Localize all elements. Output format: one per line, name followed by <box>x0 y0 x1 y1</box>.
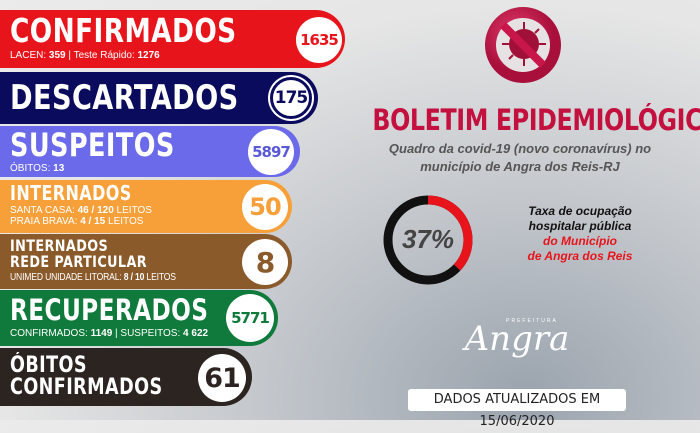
confirmados-card: CONFIRMADOS LACEN: 359 | Teste Rápido: 1… <box>0 10 345 68</box>
suspeitos-title: SUSPEITOS <box>10 126 175 164</box>
confirmados-title: CONFIRMADOS <box>10 11 237 50</box>
recuperados-breakdown: CONFIRMADOS: 1149 | SUSPEITOS: 4 622 <box>10 328 209 339</box>
occupancy-percent: 37% <box>401 224 455 254</box>
prefeitura-angra-logo: PREFEITURA Angra <box>464 318 570 359</box>
obitos-title-2: CONFIRMADOS <box>10 375 163 400</box>
confirmados-count: 1635 <box>296 17 342 63</box>
occupancy-donut <box>383 195 473 285</box>
occupancy-text: Taxa de ocupação hospitalar pública do M… <box>527 204 633 263</box>
descartados-count: 175 <box>270 77 312 119</box>
internados-title: INTERNADOS <box>10 181 132 205</box>
bulletin-title: BOLETIM EPIDEMIOLÓGICO <box>372 103 700 137</box>
descartados-title: DESCARTADOS <box>10 78 239 118</box>
rede-particular-title-2: REDE PARTICULAR <box>10 252 148 271</box>
donut-fill <box>383 195 473 285</box>
internados-count: 50 <box>242 184 288 230</box>
recuperados-card: RECUPERADOS CONFIRMADOS: 1149 | SUSPEITO… <box>0 290 278 346</box>
updated-date-badge: DADOS ATUALIZADOS EM 15/06/2020 <box>408 389 626 429</box>
descartados-card: DESCARTADOS <box>0 72 318 124</box>
no-virus-icon <box>485 7 561 83</box>
rede-particular-title-1: INTERNADOS <box>10 236 109 255</box>
suspeitos-count: 5897 <box>248 129 294 175</box>
internados-santa-casa: SANTA CASA: 46 / 120 LEITOS <box>10 205 152 216</box>
internados-card: INTERNADOS SANTA CASA: 46 / 120 LEITOS P… <box>0 180 292 233</box>
bulletin-subtitle-2: município de Angra dos Reis-RJ <box>420 159 620 174</box>
suspeitos-obitos: ÓBITOS: 13 <box>10 163 65 174</box>
confirmados-breakdown: LACEN: 359 | Teste Rápido: 1276 <box>10 50 160 61</box>
rede-particular-count: 8 <box>242 239 288 285</box>
obitos-title-1: ÓBITOS <box>10 353 87 378</box>
obitos-count: 61 <box>198 354 246 402</box>
internados-praia-brava: PRAIA BRAVA: 4 / 15 LEITOS <box>10 216 144 227</box>
rede-particular-unimed: UNIMED UNIDADE LITORAL: 8 / 10 LEITOS <box>10 272 176 283</box>
recuperados-count: 5771 <box>226 294 274 342</box>
bulletin-subtitle-1: Quadro da covid-19 (novo coronavírus) no <box>388 141 652 156</box>
recuperados-title: RECUPERADOS <box>10 293 209 327</box>
